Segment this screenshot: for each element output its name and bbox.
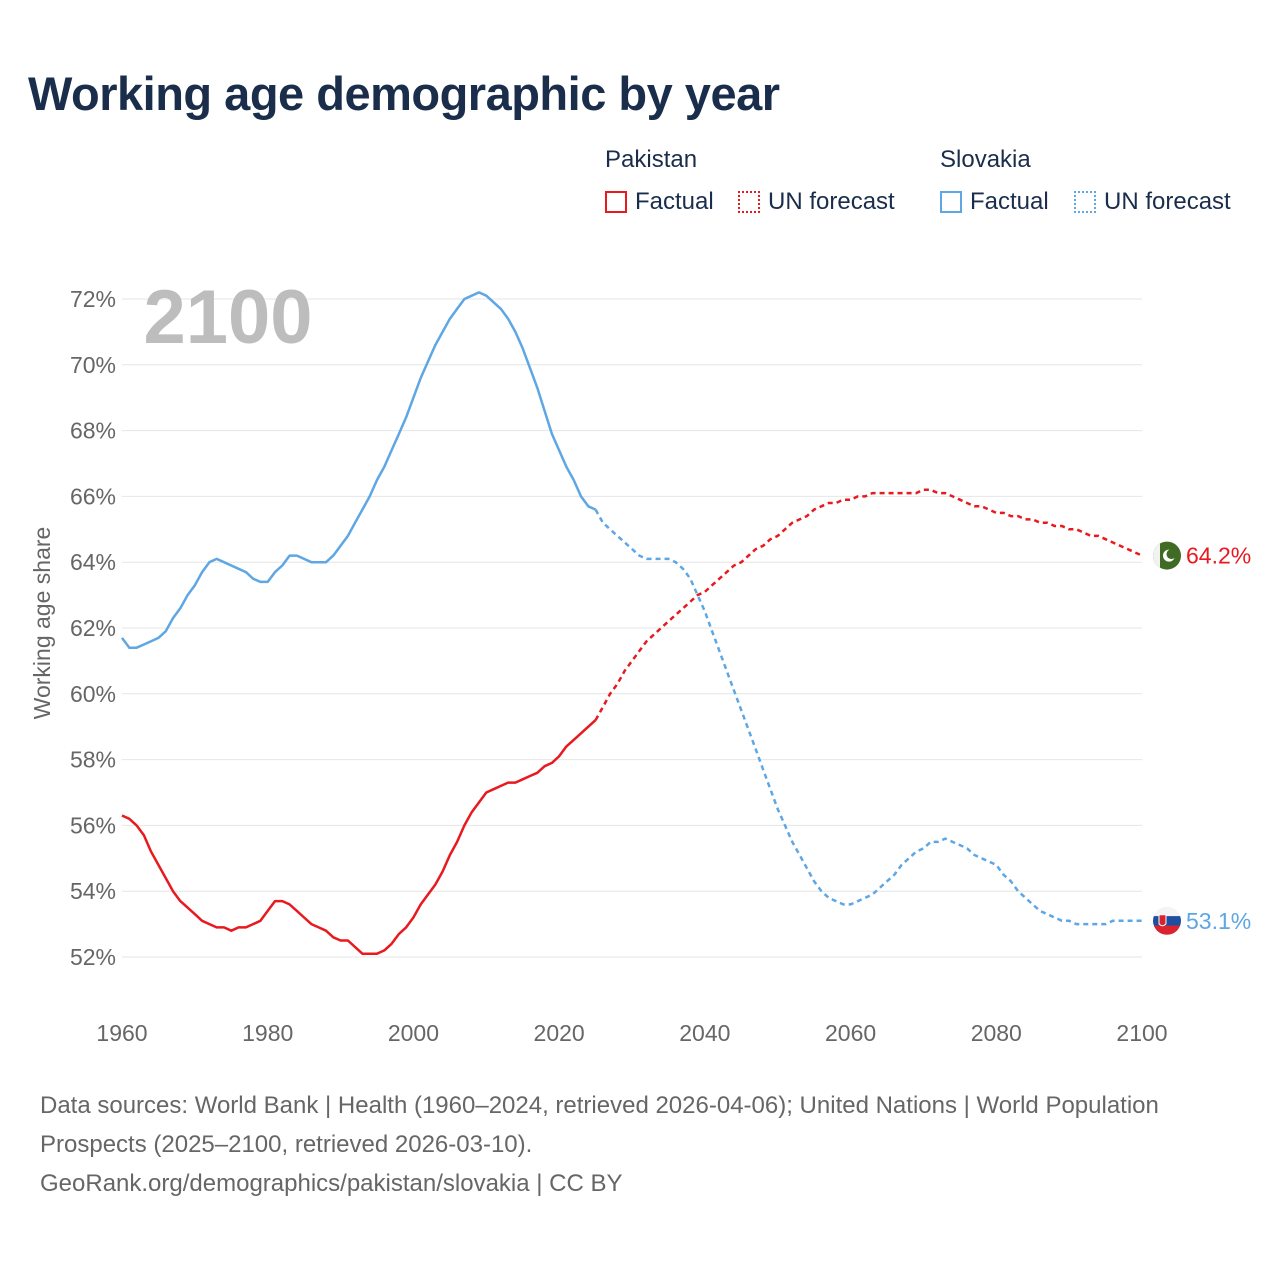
legend-dotted-swatch [738, 191, 760, 213]
y-tick-label: 62% [70, 615, 116, 641]
pakistan-end-value: 64.2% [1186, 543, 1251, 569]
y-tick-label: 66% [70, 483, 116, 509]
x-tick-label: 2080 [971, 1020, 1022, 1046]
legend-dotted-swatch [1074, 191, 1096, 213]
y-tick-label: 58% [70, 747, 116, 773]
legend-slovakia-forecast[interactable]: UN forecast [1074, 188, 1231, 216]
end-markers: 64.2% 53.1% [1153, 541, 1251, 935]
y-tick-label: 70% [70, 352, 116, 378]
flag-bands [1153, 906, 1181, 935]
gridlines [122, 298, 1142, 958]
y-tick-label: 52% [70, 944, 116, 970]
legend-pakistan-factual[interactable]: Factual [605, 188, 714, 216]
legend-label: UN forecast [768, 188, 895, 215]
x-tick-label: 2100 [1116, 1020, 1167, 1046]
legend-pakistan-forecast[interactable]: UN forecast [738, 188, 895, 216]
legend-solid-swatch [940, 191, 962, 213]
legend-label: UN forecast [1104, 188, 1231, 215]
flag-red-band [1153, 925, 1181, 935]
y-tick-label: 60% [70, 681, 116, 707]
x-axis-ticks: 1960 1980 2000 2020 2040 2060 2080 2100 [96, 1020, 1167, 1046]
line-chart: 52%54%56%58%60%62%64%66%68%70%72% 1960 19… [29, 275, 1251, 1046]
x-tick-label: 1980 [242, 1020, 293, 1046]
chart-title: Working age demographic by year [28, 67, 780, 120]
slovakia-factual-line [120, 291, 597, 649]
legend-label: Factual [970, 188, 1049, 215]
flag-white-band [1153, 906, 1181, 917]
slovakia-end-value: 53.1% [1186, 908, 1251, 934]
y-tick-label: 56% [70, 812, 116, 838]
x-tick-label: 1960 [96, 1020, 147, 1046]
x-tick-label: 2060 [825, 1020, 876, 1046]
year-watermark: 2100 [143, 275, 312, 360]
series-lines [120, 291, 1143, 955]
x-tick-label: 2040 [679, 1020, 730, 1046]
x-tick-label: 2020 [534, 1020, 585, 1046]
x-tick-label: 2000 [388, 1020, 439, 1046]
flag-emblem [1158, 914, 1167, 927]
pakistan-factual-line [121, 719, 597, 955]
y-tick-label: 68% [70, 418, 116, 444]
y-axis-label: Working age share [29, 527, 55, 720]
legend-group-pakistan: Pakistan [605, 146, 698, 173]
legend-slovakia-factual[interactable]: Factual [940, 188, 1049, 216]
legend-solid-swatch [605, 191, 627, 213]
flag-band [1153, 543, 1160, 568]
flag-crescent-cut [1166, 549, 1177, 560]
y-tick-label: 64% [70, 549, 116, 575]
slovakia-flag-icon [1153, 906, 1181, 935]
legend-group-slovakia: Slovakia [940, 146, 1031, 173]
pakistan-flag-icon [1153, 541, 1181, 570]
pakistan-forecast-line [594, 488, 1143, 721]
y-axis-ticks: 52% 54% 56% 58% 60% 62% 64% 66% 68% 70% 72% [70, 286, 116, 970]
source-link[interactable]: GeoRank.org/demographics/pakistan/slovak… [40, 1170, 623, 1197]
footer: Data sources: World Bank | Health (1960–… [40, 1086, 1220, 1203]
data-sources: Data sources: World Bank | Health (1960–… [40, 1092, 1159, 1158]
slovakia-forecast-line [594, 508, 1142, 926]
legend-label: Factual [635, 188, 714, 215]
y-tick-label: 54% [70, 878, 116, 904]
y-tick-label: 72% [70, 286, 116, 312]
flag-blue-band [1153, 916, 1181, 926]
